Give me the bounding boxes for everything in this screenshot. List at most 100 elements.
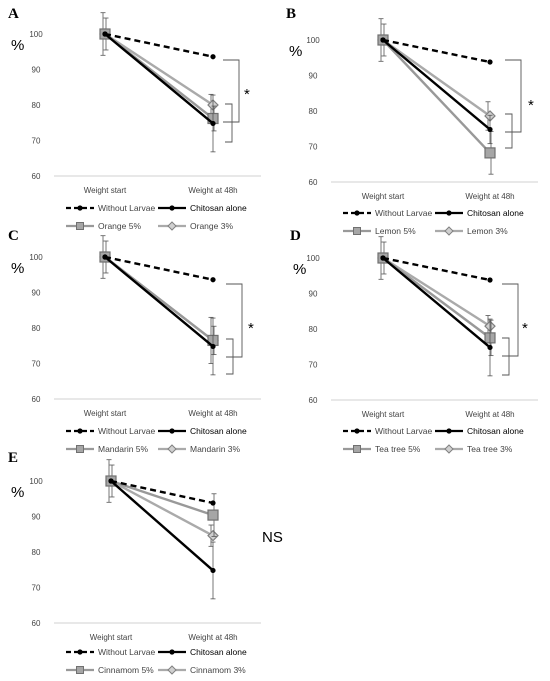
panel-letter: C [8,228,19,244]
x-tick-label: Weight at 48h [188,186,237,195]
chart-panel-b: B% 60 70 80 90 100 Weight start Weight at 48h Wi… [286,6,538,236]
series-line [110,479,214,517]
legend-marker [354,428,360,434]
legend-label: Chitosan alone [190,647,247,657]
y-tick-label: 90 [309,290,318,299]
series-line [382,39,491,131]
series-line [110,479,214,537]
y-tick-label: 60 [32,395,41,404]
legend-marker [446,428,452,434]
legend-label: Chitosan alone [190,203,247,213]
legend-label: Mandarin 3% [190,444,241,454]
legend-label: Without Larvae [375,208,432,218]
legend-label: Mandarin 5% [98,444,149,454]
legend-label: Lemon 5% [375,226,416,236]
y-tick-label: 90 [32,513,41,522]
legend-label: Chitosan alone [190,426,247,436]
y-tick-label: 70 [309,143,318,152]
data-point [210,120,216,127]
legend-marker [169,205,175,211]
series-0 [380,255,493,283]
legend-marker [353,445,361,453]
legend-label: Without Larvae [375,426,432,436]
y-tick-label: 100 [306,254,320,263]
significance-annotation: * [522,320,528,337]
series-2 [377,241,496,357]
legend-marker [77,428,83,434]
legend-marker [169,649,175,655]
series-1 [108,478,216,600]
data-point [102,31,108,37]
significance-bracket [223,59,240,123]
data-point [210,500,216,506]
data-point [210,277,216,283]
legend-label: Orange 3% [190,221,233,231]
legend-marker [353,227,361,235]
x-tick-label: Weight start [362,192,405,201]
panel-letter: A [8,6,19,22]
series-0 [102,31,216,60]
legend-label: Lemon 3% [467,226,508,236]
series-line [104,255,214,281]
data-point [210,54,216,60]
series-1 [102,31,216,153]
x-tick-label: Weight at 48h [465,410,514,419]
legend-label: Without Larvae [98,647,155,657]
legend-label: Tea tree 5% [375,444,421,454]
data-point [210,567,216,574]
y-axis-label: % [11,260,24,277]
series-3 [105,459,219,547]
legend: Without Larvae Chitosan alone Tea tree 5% T… [343,426,524,454]
x-tick-label: Weight start [90,633,133,642]
x-tick-label: Weight at 48h [188,409,237,418]
significance-bracket [226,283,243,358]
series-line [104,256,214,348]
legend-label: Without Larvae [98,426,155,436]
y-tick-label: 100 [306,36,320,45]
x-tick-label: Weight at 48h [465,192,514,201]
significance-bracket [505,59,522,133]
series-line [104,33,214,125]
significance-bracket [502,283,519,357]
panel-letter: B [286,6,296,22]
legend-marker [76,222,84,230]
significance-bracket-inner [226,338,234,375]
series-3 [377,18,496,131]
series-0 [108,478,216,506]
series-line [110,480,214,572]
panel-letter: E [8,450,18,466]
legend: Without Larvae Chitosan alone Orange 5% Ora… [66,203,247,231]
significance-annotation: * [248,320,254,337]
data-point [380,37,386,43]
legend-label: Orange 5% [98,221,141,231]
series-line [110,479,214,505]
y-tick-label: 60 [32,619,41,628]
series-line [382,39,491,154]
legend-marker [77,649,83,655]
series-3 [377,236,496,338]
series-2 [99,240,219,356]
y-axis-label: % [293,261,306,278]
y-tick-label: 70 [32,584,41,593]
legend-marker [167,665,177,675]
legend: Without Larvae Chitosan alone Cinnamom 5% C… [66,647,247,675]
legend-marker [76,445,84,453]
series-1 [102,254,216,376]
legend-marker [167,221,177,231]
x-tick-label: Weight start [84,186,127,195]
legend-marker [77,205,83,211]
panel-letter: D [290,228,301,244]
x-tick-label: Weight start [362,410,405,419]
chart-panel-e: E% 60 70 80 90 100 Weight start Weight at 48h Wi… [8,450,283,675]
y-tick-label: 100 [29,30,43,39]
legend-label: Chitosan alone [467,426,524,436]
data-point [207,529,219,542]
legend: Without Larvae Chitosan alone Mandarin 5% M… [66,426,247,454]
data-point [487,59,493,65]
y-axis-label: % [289,43,302,60]
series-line [382,39,491,117]
legend-marker [444,444,454,454]
y-tick-label: 90 [32,289,41,298]
legend-marker [444,226,454,236]
x-tick-label: Weight at 48h [188,633,237,642]
